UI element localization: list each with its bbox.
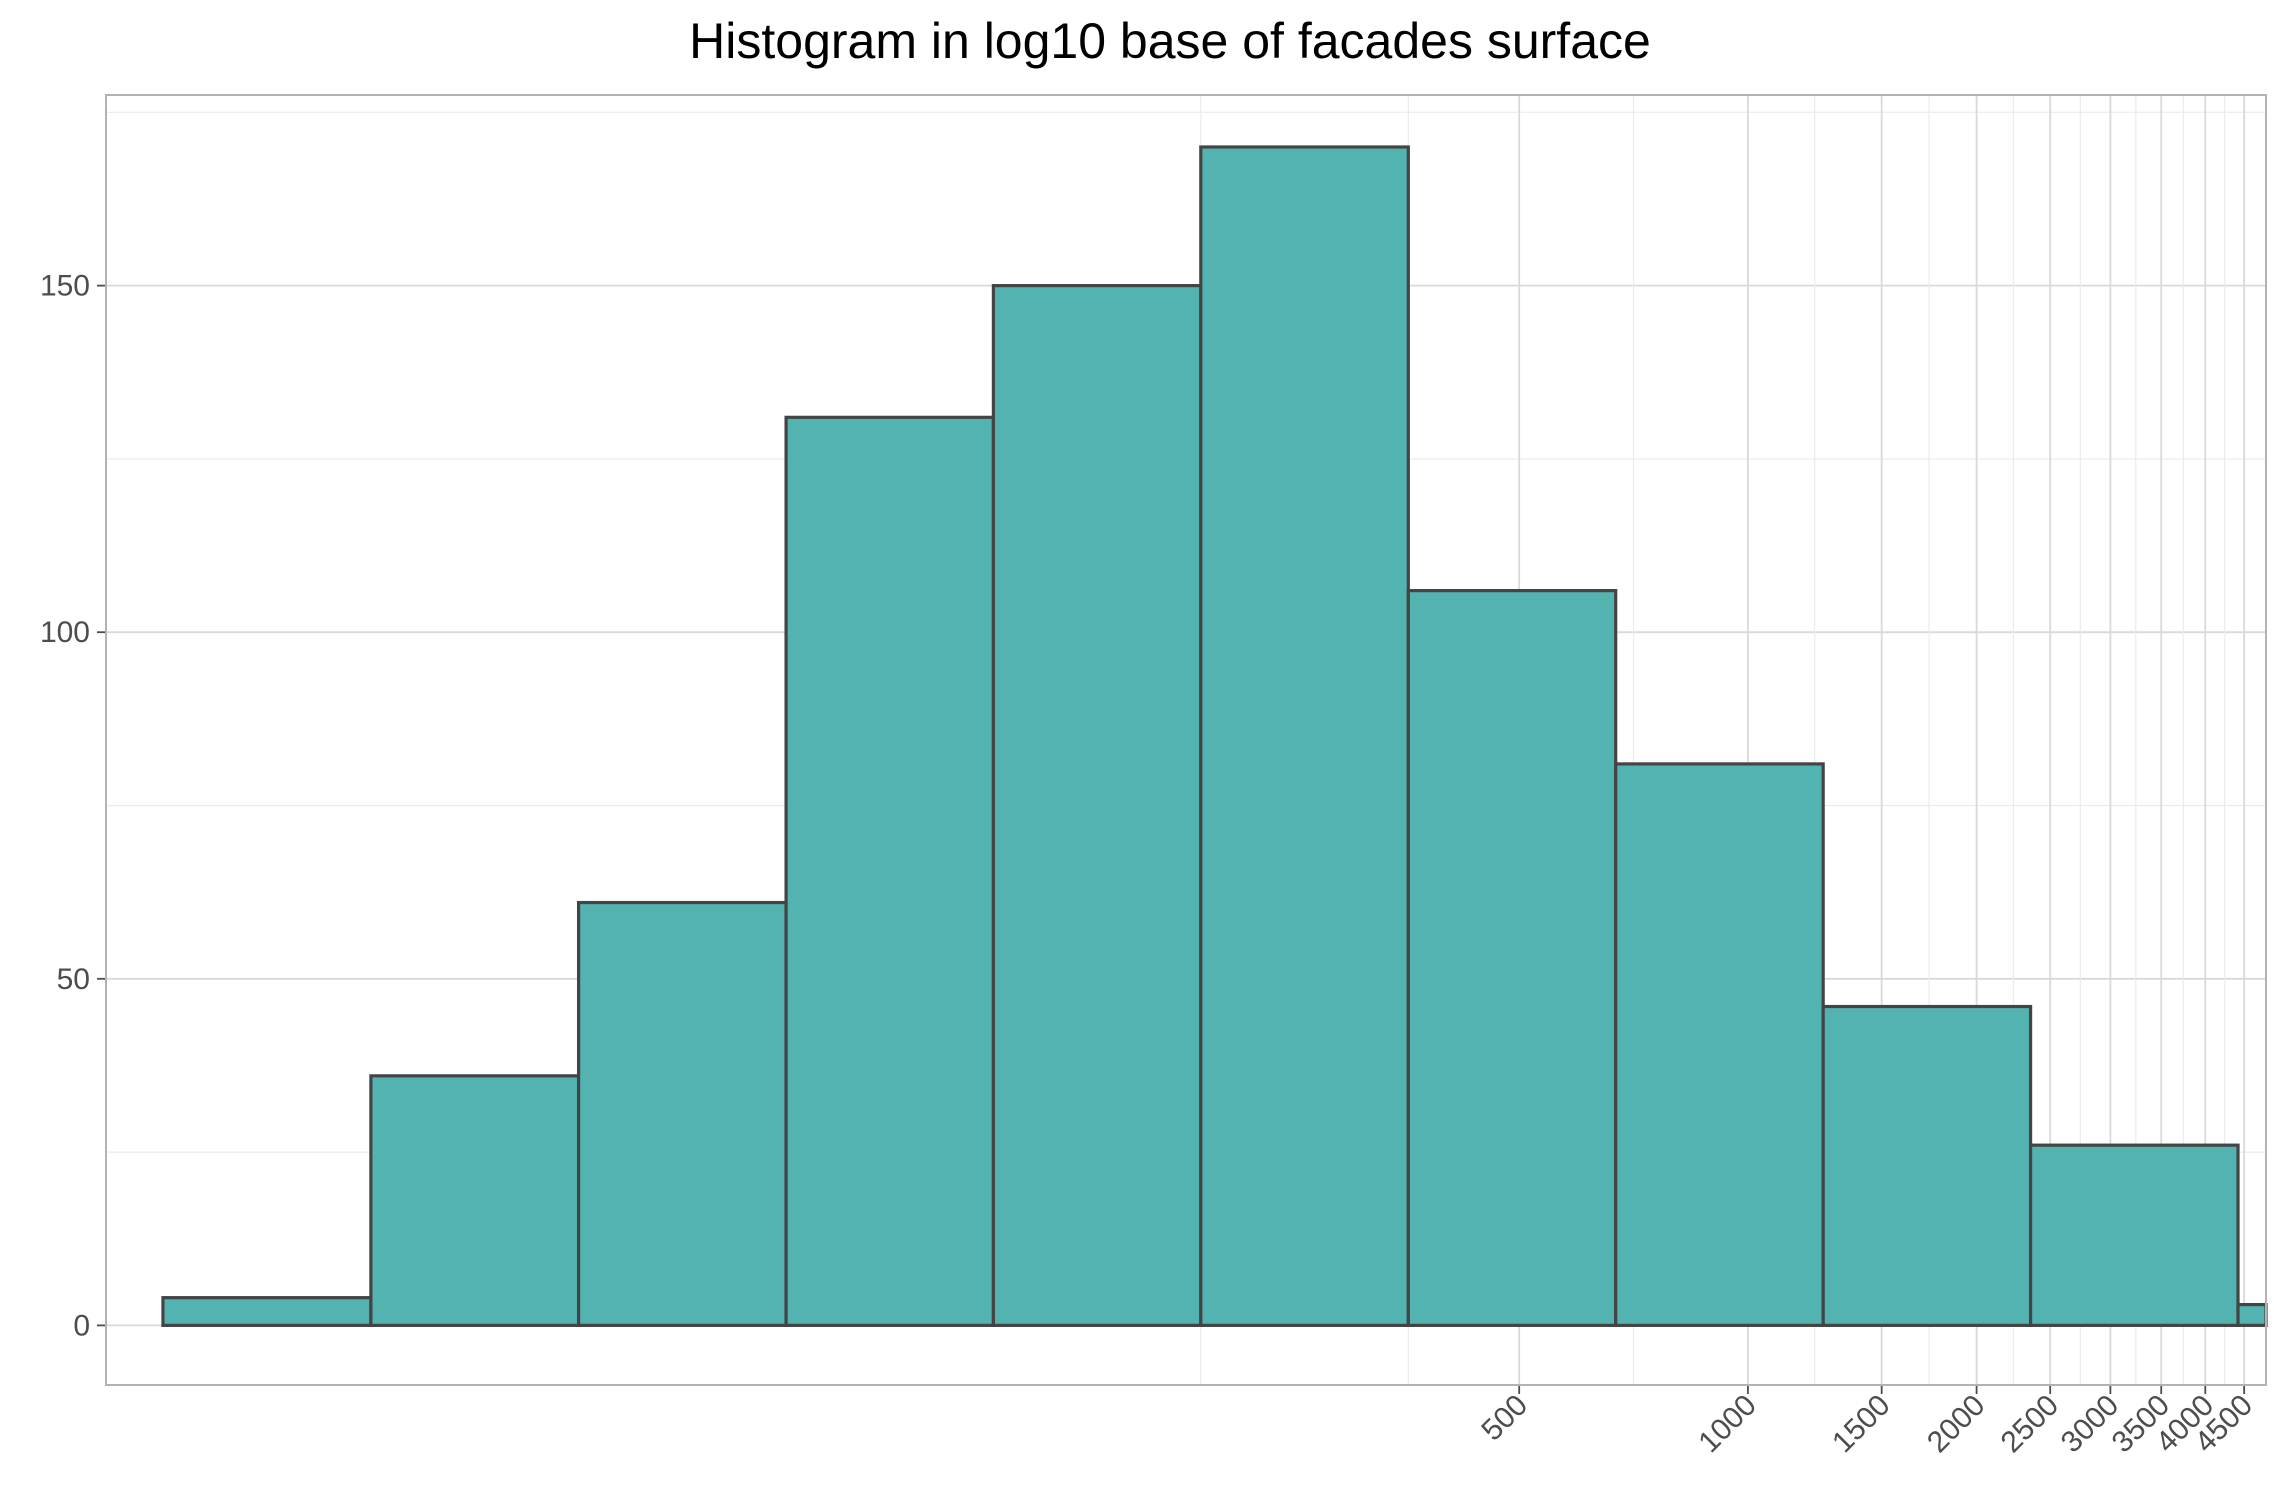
y-tick-label: 150	[40, 270, 90, 303]
histogram-bar-6	[1199, 145, 1410, 1327]
x-tick-label: 2500	[1995, 1389, 2066, 1460]
histogram-bar-11	[2236, 1302, 2268, 1327]
bars-layer	[161, 145, 2268, 1327]
histogram-bar-10	[2028, 1143, 2240, 1327]
histogram-bar-5	[991, 284, 1203, 1327]
x-tick-label: 1500	[1826, 1389, 1897, 1460]
histogram-bar-4	[784, 415, 995, 1327]
x-tick-label: 500	[1475, 1389, 1534, 1448]
histogram-bar-3	[576, 900, 788, 1327]
histogram-bar-1	[161, 1296, 373, 1327]
y-tick-label: 0	[73, 1309, 90, 1342]
panel-border	[105, 94, 2267, 1386]
x-tick-label: 2000	[1921, 1389, 1992, 1460]
y-tick-label: 50	[57, 963, 90, 996]
x-tick-label: 1000	[1692, 1389, 1763, 1460]
x-tick-label: 3000	[2055, 1389, 2126, 1460]
y-tick-label: 100	[40, 616, 90, 649]
histogram-bar-9	[1821, 1004, 2033, 1327]
histogram-bar-2	[369, 1074, 581, 1327]
histogram-bar-7	[1406, 589, 1618, 1327]
histogram-bar-8	[1614, 762, 1825, 1327]
chart-title: Histogram in log10 base of facades surfa…	[689, 13, 1651, 69]
